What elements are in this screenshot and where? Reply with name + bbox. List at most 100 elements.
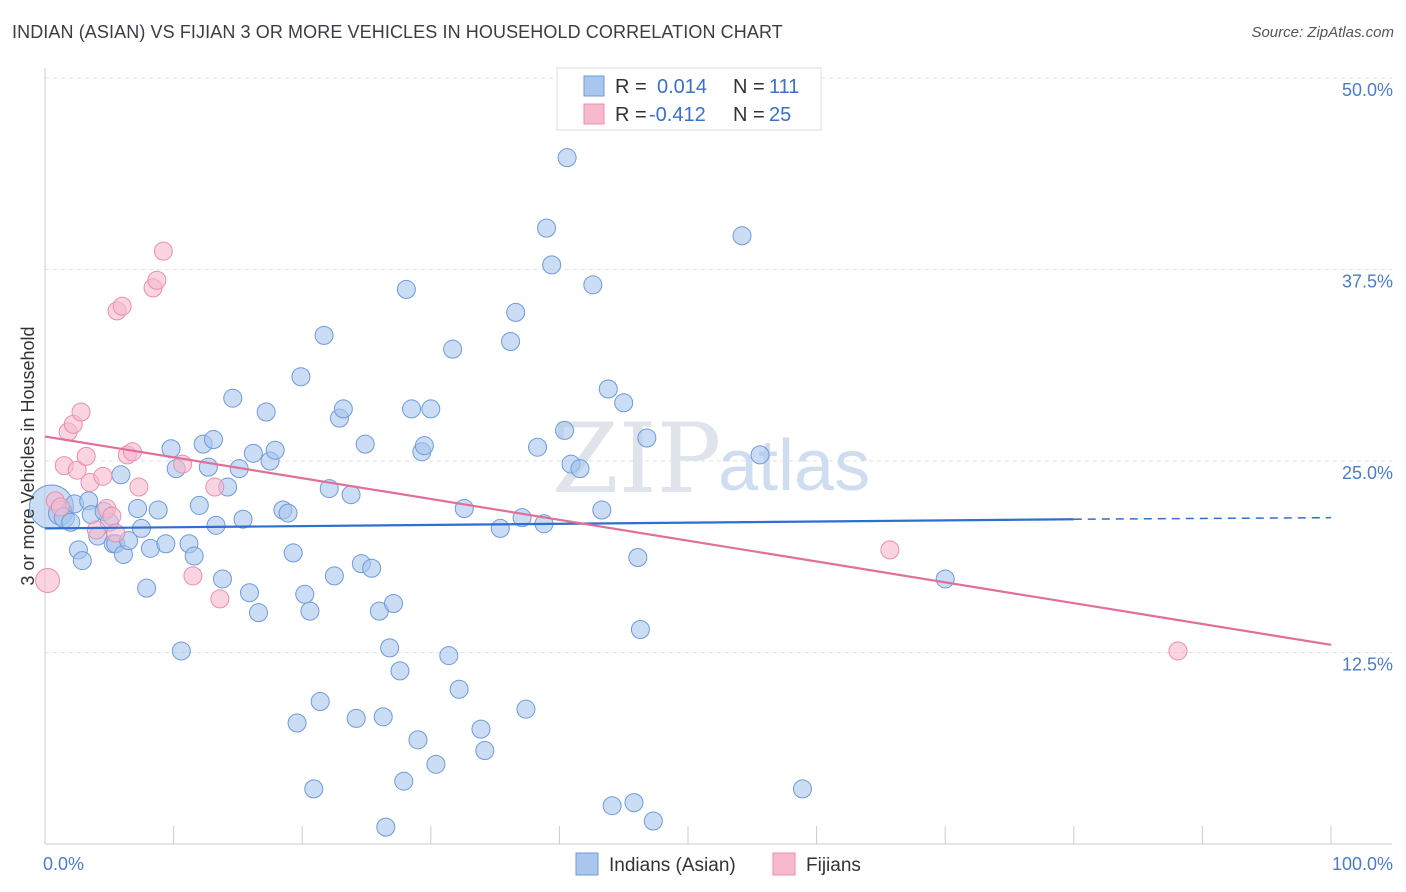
indian-point (212, 569, 232, 589)
watermark-atlas: atlas (718, 426, 870, 506)
indian-point (376, 817, 396, 837)
indian-point (454, 498, 474, 518)
indian-point (637, 428, 657, 448)
indian-point (643, 811, 663, 831)
indian-point (542, 255, 562, 275)
legend: R = 0.014 N = 111 R = -0.412 N = 25 (556, 67, 822, 131)
indian-point (248, 603, 268, 623)
indian-point (475, 741, 495, 761)
indian-point (310, 692, 330, 712)
indian-point (346, 708, 366, 728)
indian-point (449, 679, 469, 699)
legend-n-label-fijians: N = (733, 104, 765, 126)
fijian-point (153, 241, 173, 261)
fijian-point (102, 506, 122, 526)
indian-point (602, 796, 622, 816)
indian-point (243, 443, 263, 463)
y-tick-label: 12.5% (1342, 655, 1393, 675)
indian-point (490, 518, 510, 538)
indian-point (189, 495, 209, 515)
x-tick-labels: 0.0% 100.0% (43, 854, 1393, 874)
indian-point (402, 399, 422, 419)
legend-r-value-fijians: -0.412 (649, 104, 706, 126)
indian-point (528, 437, 548, 457)
legend-r-value-indians: 0.014 (657, 76, 707, 98)
indian-point (935, 569, 955, 589)
fijian-point (183, 566, 203, 586)
trend-lines (44, 435, 1332, 646)
axes (44, 68, 1392, 845)
indian-point (421, 399, 441, 419)
trend-line-fijians (44, 435, 1332, 646)
indian-point (137, 578, 157, 598)
indian-point (501, 332, 521, 352)
x-tick-label-max: 100.0% (1332, 854, 1393, 874)
indian-point (362, 558, 382, 578)
fijian-point (210, 589, 230, 609)
indian-point (380, 638, 400, 658)
indian-point (537, 218, 557, 238)
fijian-point (205, 477, 225, 497)
indian-point (148, 500, 168, 520)
indian-point (414, 436, 434, 456)
fijian-point (67, 460, 87, 480)
source-label: Source: ZipAtlas.com (1251, 24, 1394, 41)
indian-point (390, 661, 410, 681)
indian-point (557, 148, 577, 168)
indian-point (384, 593, 404, 613)
indian-point (628, 548, 648, 568)
indian-point (184, 546, 204, 566)
indian-point (256, 402, 276, 422)
indian-point (506, 302, 526, 322)
indian-point (295, 584, 315, 604)
indian-point (291, 367, 311, 387)
indian-point (324, 566, 344, 586)
y-tick-label: 25.0% (1342, 463, 1393, 483)
fijian-point (880, 540, 900, 560)
bottom-legend-swatch-fijians (772, 852, 796, 876)
y-tick-labels: 12.5% 25.0% 37.5% 50.0% (1342, 80, 1393, 675)
indian-point (72, 551, 92, 571)
indian-point (373, 707, 393, 727)
legend-swatch-indians (583, 75, 605, 97)
indian-point (278, 503, 298, 523)
indian-point (233, 509, 253, 529)
series-fijians-points (35, 241, 1188, 661)
indian-point (614, 393, 634, 413)
legend-r-label-fijians: R = (615, 104, 647, 126)
indian-point (223, 388, 243, 408)
indian-point (555, 420, 575, 440)
legend-r-label-indians: R = (615, 76, 647, 98)
indian-point (355, 434, 375, 454)
indian-point (287, 713, 307, 733)
x-tick-label-min: 0.0% (43, 854, 84, 874)
indian-point (439, 646, 459, 666)
legend-n-value-indians: 111 (769, 76, 799, 98)
indian-point (283, 543, 303, 563)
fijian-point (76, 446, 96, 466)
indian-point (624, 793, 644, 813)
indian-point (792, 779, 812, 799)
indian-point (265, 440, 285, 460)
indian-point (203, 430, 223, 450)
fijian-point (35, 567, 61, 593)
fijian-point (50, 497, 70, 517)
watermark: ZIP atlas (552, 403, 870, 515)
fijian-point (129, 477, 149, 497)
fijian-point (147, 270, 167, 290)
trend-line-indians (44, 518, 1074, 530)
indian-point (394, 771, 414, 791)
grid-lines (45, 77, 1392, 653)
indian-point (598, 379, 618, 399)
indian-point (396, 279, 416, 299)
bottom-legend: Indians (Asian) Fijians (575, 852, 861, 876)
indian-point (156, 534, 176, 554)
indian-point (426, 754, 446, 774)
watermark-zip: ZIP (552, 403, 721, 515)
bottom-legend-label-indians: Indians (Asian) (609, 855, 736, 876)
indian-point (443, 339, 463, 359)
y-tick-label: 37.5% (1342, 272, 1393, 292)
fijian-point (112, 296, 132, 316)
indian-point (341, 485, 361, 505)
